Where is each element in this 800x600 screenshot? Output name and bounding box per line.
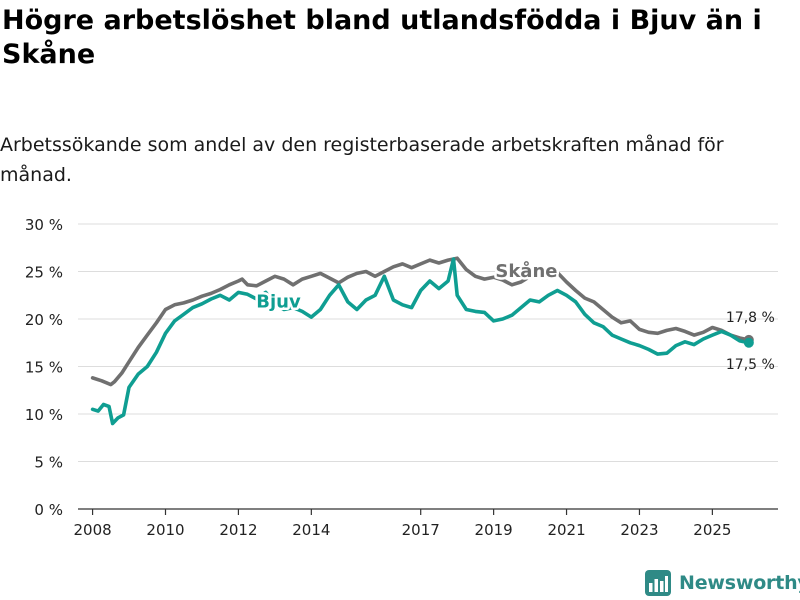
series-line-bjuv [90,257,751,426]
x-tick-label: 2014 [292,521,330,539]
end-value-label: 17,8 % [726,310,775,326]
series-labels: Skåne Bjuv 17,8 % 17,5 % [254,258,775,373]
x-axis: 2008 2010 2012 2014 2017 2019 2021 2023 2025 [73,508,778,539]
end-value-label: 17,5 % [726,357,775,373]
y-tick-label: 0 % [34,501,63,519]
x-tick-label: 2021 [547,521,585,539]
y-axis-tick-labels: 0 % 5 % 10 % 15 % 20 % 25 % 30 % [25,216,63,519]
gridlines [78,223,778,462]
y-tick-label: 10 % [25,406,63,424]
series-line-skne [90,256,751,387]
series-end-dot [743,337,754,348]
chart-subtitle: Arbetssökande som andel av den registerb… [0,134,724,186]
y-tick-label: 30 % [25,216,63,234]
brand-name: Newsworthy [679,572,800,594]
x-tick-label: 2025 [693,521,731,539]
x-tick-label: 2023 [620,521,658,539]
x-tick-label: 2010 [146,521,184,539]
y-tick-label: 25 % [25,264,63,282]
x-tick-label: 2017 [402,521,440,539]
x-tick-label: 2012 [219,521,257,539]
line-chart: 0 %5 %10 %15 %20 %25 %30 % 2008 2010 2012 2… [25,216,778,539]
chart-title: Högre arbetslöshet bland utlandsfödda i … [2,5,762,70]
newsworthy-brand: Newsworthy [645,570,800,596]
newsworthy-logo-icon [645,570,671,596]
x-tick-label: 2008 [73,521,111,539]
y-tick-label: 5 % [34,454,63,472]
y-tick-label: 15 % [25,359,63,377]
series-label: Skåne [495,260,557,282]
series-label: Bjuv [256,292,301,313]
series-lines [90,256,754,426]
x-tick-label: 2019 [475,521,513,539]
y-tick-label: 20 % [25,311,63,329]
